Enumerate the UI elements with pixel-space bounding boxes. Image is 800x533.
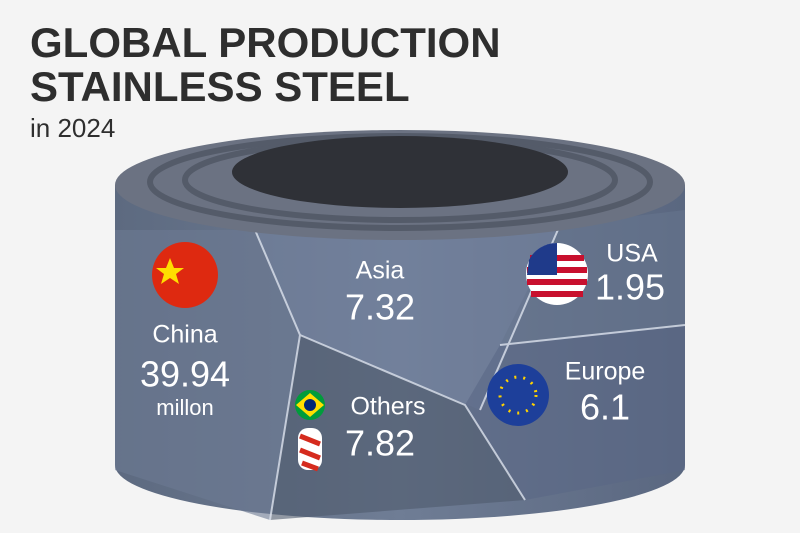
region-name: China [152,321,217,349]
region-value: 7.82 [345,423,415,464]
region-name: Others [350,393,425,421]
region-value: 39.94 [140,354,230,395]
usa-flag [526,242,588,305]
region-name: Asia [356,257,405,285]
others-flags [295,390,325,472]
region-name: USA [606,240,658,268]
region-unit: millon [156,395,213,420]
region-value: 7.32 [345,287,415,328]
title-line: GLOBAL PRODUCTION [30,19,501,66]
region-value: 6.1 [580,387,630,428]
eu-flag [487,364,549,426]
title-line: STAINLESS STEEL [30,63,410,110]
china-flag [152,242,218,308]
subtitle: in 2024 [30,113,115,143]
region-name: Europe [565,358,646,386]
region-value: 1.95 [595,267,665,308]
